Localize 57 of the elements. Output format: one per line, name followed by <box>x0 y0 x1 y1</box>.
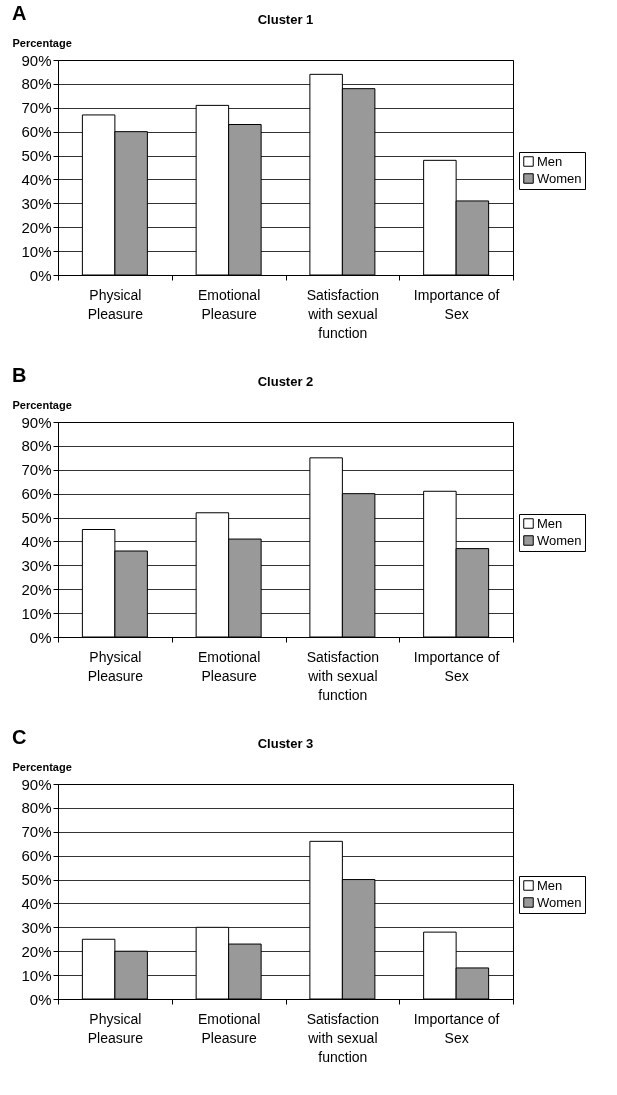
y-tick-label: 70% <box>21 99 52 117</box>
y-axis-title: Percentage <box>12 36 72 49</box>
y-tick-label: 0% <box>29 266 52 284</box>
text: B <box>12 364 27 386</box>
legend-label: Men <box>537 515 563 531</box>
y-tick-label: 10% <box>21 242 52 260</box>
legend-label: Men <box>537 877 563 893</box>
chart-title: Cluster 2 <box>257 374 314 389</box>
y-tick-label: 80% <box>21 799 52 817</box>
x-tick-label: Importance of Sex <box>413 286 500 322</box>
y-tick-label: 10% <box>21 966 52 984</box>
x-tick-label: Satisfaction with sexual function <box>306 648 380 703</box>
y-tick-label: 70% <box>21 461 52 479</box>
y-tick-label: 30% <box>21 194 52 212</box>
y-tick-label: 80% <box>21 437 52 455</box>
y-tick-label: 10% <box>21 604 52 622</box>
x-tick-label: Emotional Pleasure <box>197 1010 261 1046</box>
x-tick-label: Emotional Pleasure <box>197 648 261 684</box>
text: C <box>12 726 27 748</box>
chart-title: Cluster 3 <box>257 736 314 751</box>
x-tick-label: Importance of Sex <box>413 648 500 684</box>
y-tick-label: 80% <box>21 75 52 93</box>
y-tick-label: 30% <box>21 556 52 574</box>
y-tick-label: 20% <box>21 218 52 236</box>
y-tick-label: 50% <box>21 509 52 527</box>
x-tick-label: Emotional Pleasure <box>197 286 261 322</box>
y-tick-label: 50% <box>21 871 52 889</box>
legend-label: Men <box>537 153 563 169</box>
y-tick-label: 40% <box>21 532 52 550</box>
x-tick-label: Importance of Sex <box>413 1010 500 1046</box>
y-tick-label: 50% <box>21 147 52 165</box>
x-tick-label: Physical Pleasure <box>87 286 144 322</box>
text: A <box>12 2 27 24</box>
y-tick-label: 60% <box>21 847 52 865</box>
y-tick-label: 40% <box>21 170 52 188</box>
y-tick-label: 90% <box>21 775 52 793</box>
x-tick-label: Satisfaction with sexual function <box>306 286 380 341</box>
legend-label: Women <box>537 894 582 910</box>
x-tick-label: Physical Pleasure <box>87 1010 144 1046</box>
x-tick-label: Satisfaction with sexual function <box>306 1010 380 1065</box>
x-tick-label: Physical Pleasure <box>87 648 144 684</box>
y-tick-label: 90% <box>21 51 52 69</box>
y-tick-label: 60% <box>21 123 52 141</box>
y-tick-label: 70% <box>21 823 52 841</box>
y-tick-label: 30% <box>21 918 52 936</box>
y-tick-label: 0% <box>29 990 52 1008</box>
y-tick-label: 90% <box>21 413 52 431</box>
y-tick-label: 40% <box>21 894 52 912</box>
y-tick-label: 20% <box>21 580 52 598</box>
y-tick-label: 20% <box>21 942 52 960</box>
y-axis-title: Percentage <box>12 398 72 411</box>
legend-label: Women <box>537 170 582 186</box>
legend-label: Women <box>537 532 582 548</box>
y-tick-label: 0% <box>29 628 52 646</box>
chart-title: Cluster 1 <box>257 12 314 27</box>
y-tick-label: 60% <box>21 485 52 503</box>
y-axis-title: Percentage <box>12 760 72 773</box>
